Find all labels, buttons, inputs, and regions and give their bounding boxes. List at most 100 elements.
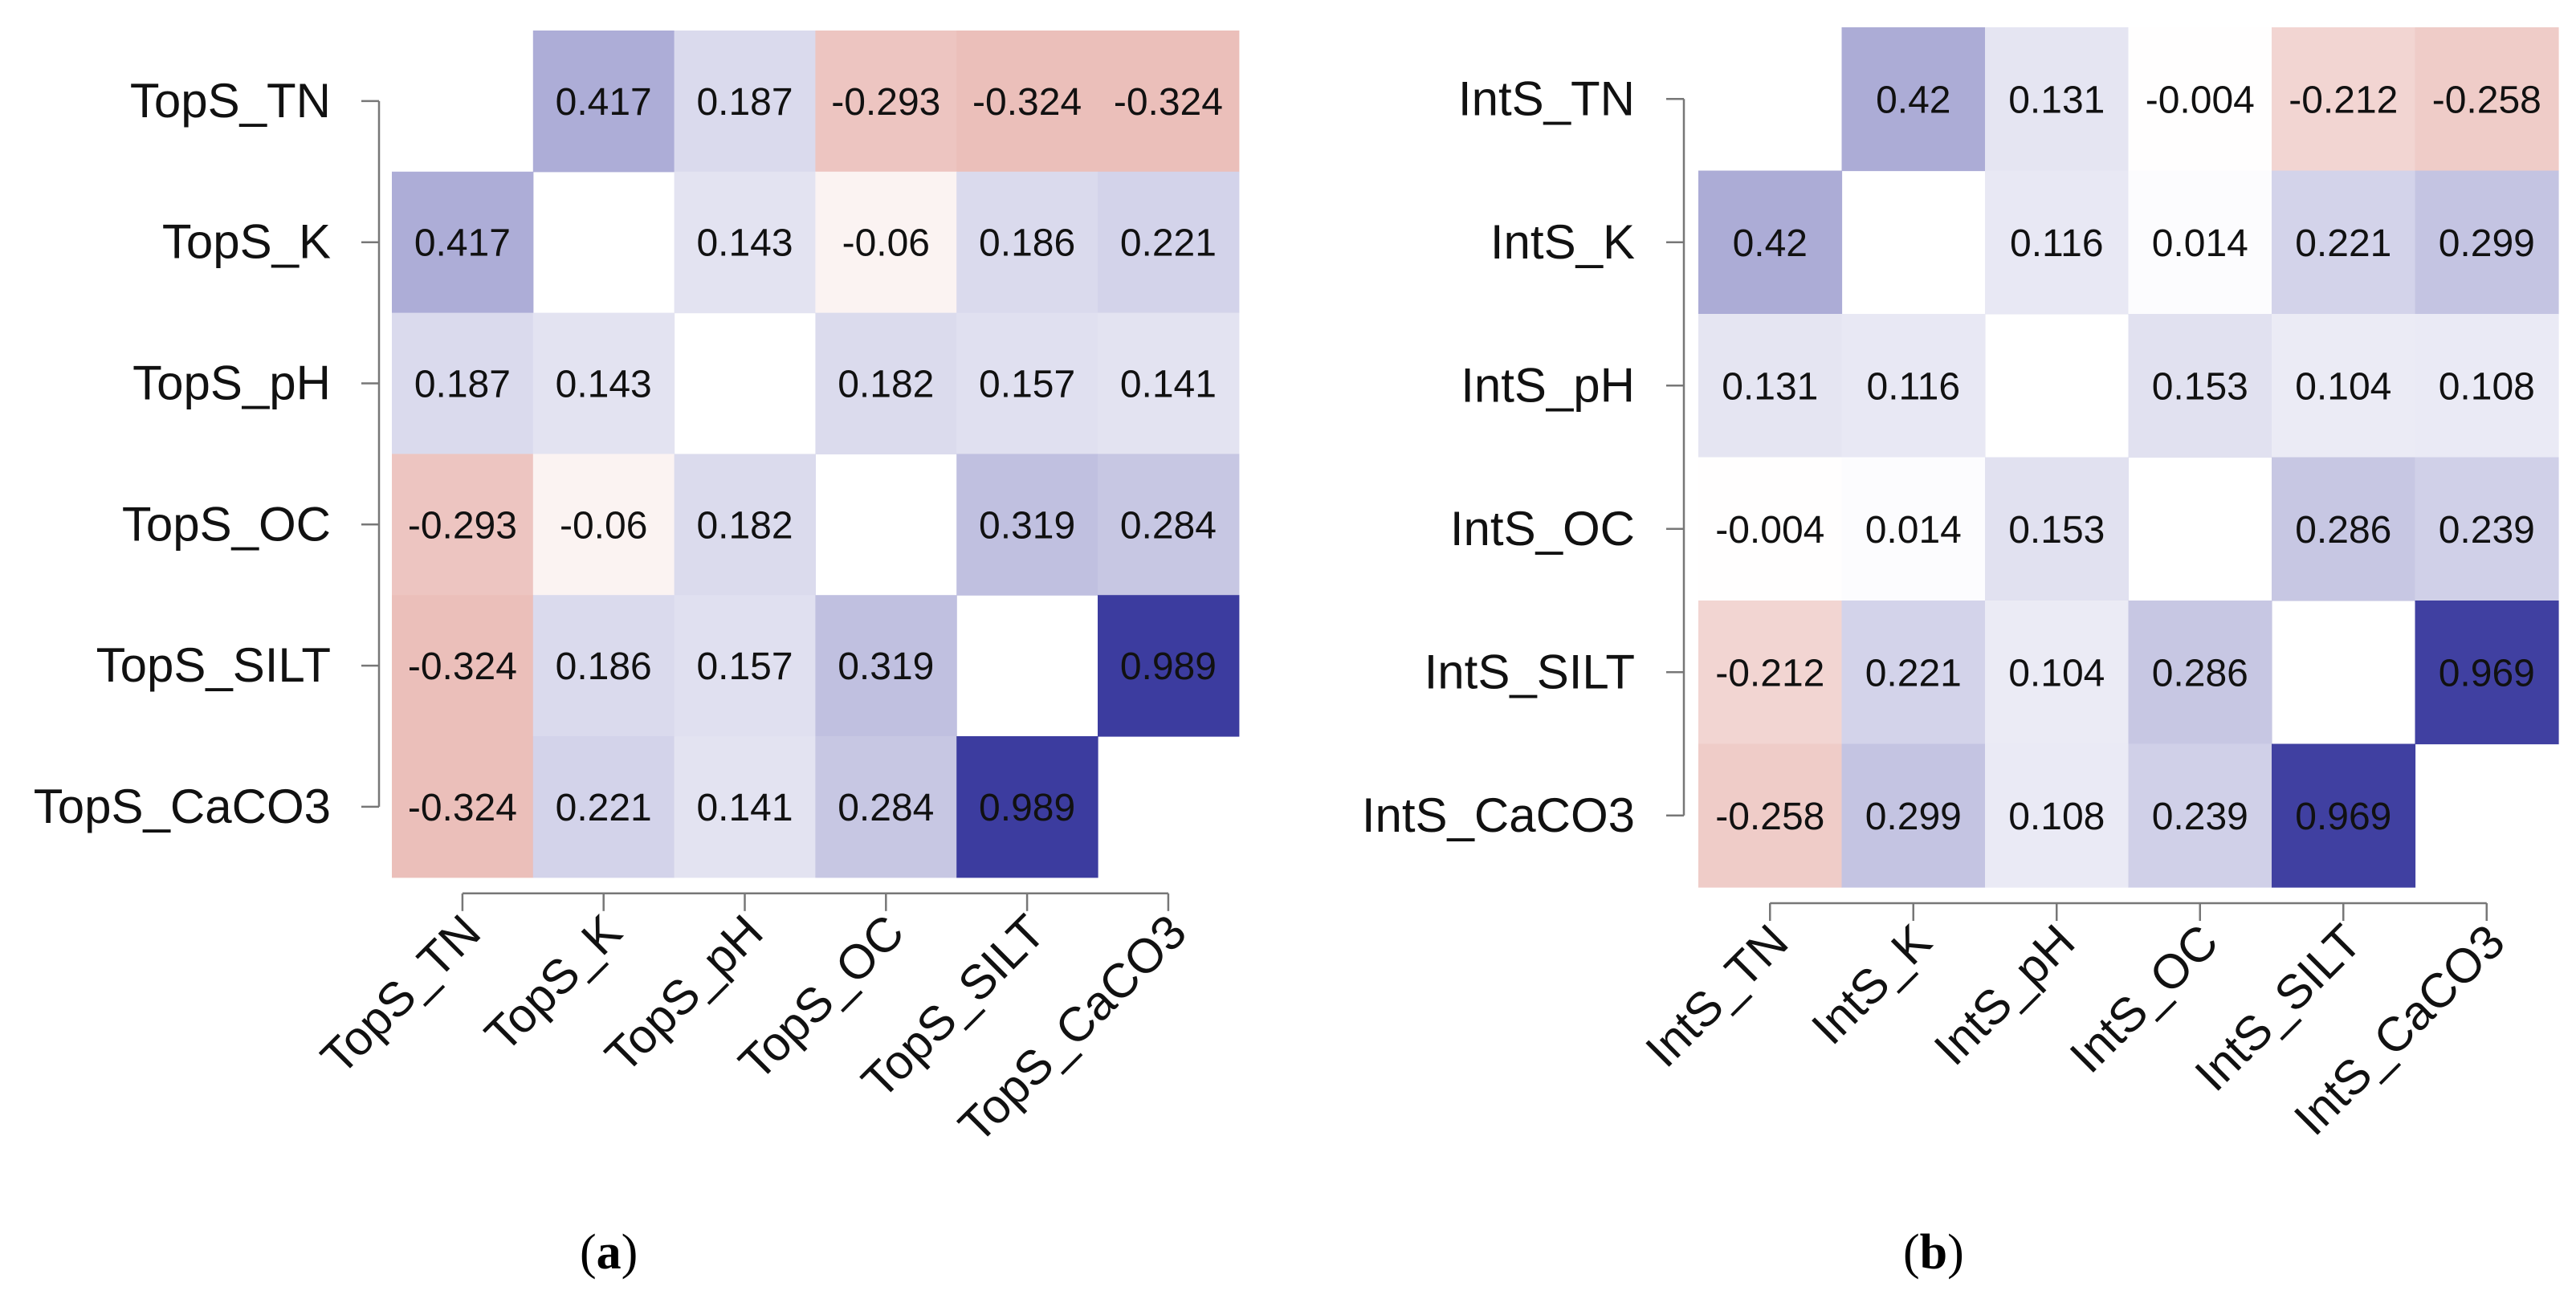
heatmap-cell bbox=[1841, 27, 1986, 172]
heatmap-cell-label: -0.258 bbox=[2432, 79, 2541, 121]
heatmap-cell-label: 0.319 bbox=[979, 504, 1075, 547]
heatmap-cell bbox=[392, 312, 534, 454]
x-tick-label: IntS_K bbox=[1801, 914, 1942, 1055]
heatmap-cell bbox=[2272, 27, 2416, 172]
panel-b-letter: b bbox=[1919, 1225, 1948, 1280]
heatmap-cell bbox=[1985, 601, 2130, 745]
y-tick-label: TopS_pH bbox=[132, 356, 331, 410]
heatmap-cell bbox=[1098, 312, 1240, 454]
heatmap-cell-label: 0.116 bbox=[2010, 222, 2104, 265]
heatmap-cell-label: 0.221 bbox=[556, 787, 652, 829]
heatmap-cell-label: -0.293 bbox=[831, 81, 940, 124]
heatmap-cell-label: 0.157 bbox=[696, 645, 793, 688]
panel-a-caption: (a) bbox=[580, 1225, 638, 1280]
heatmap-cell bbox=[1698, 170, 1843, 315]
heatmap-cell-label: 0.319 bbox=[838, 645, 934, 688]
heatmap-cell bbox=[956, 736, 1098, 878]
heatmap-cell-label: 0.286 bbox=[2152, 652, 2248, 694]
heatmap-cell-label: 0.284 bbox=[1120, 504, 1217, 547]
heatmap-cell bbox=[392, 454, 534, 596]
heatmap-cell-label: 0.182 bbox=[696, 504, 793, 547]
heatmap-cell-label: 0.153 bbox=[2152, 365, 2248, 408]
heatmap-cell-label: 0.116 bbox=[1867, 365, 1961, 408]
heatmap-cell bbox=[815, 312, 957, 454]
heatmap-cell bbox=[815, 595, 957, 737]
y-tick-label: TopS_CaCO3 bbox=[34, 780, 331, 833]
y-tick-label: IntS_SILT bbox=[1425, 645, 1635, 698]
heatmap-cell bbox=[815, 31, 957, 173]
heatmap-cell-label: 0.417 bbox=[414, 222, 511, 265]
heatmap-cell-label: 0.989 bbox=[1120, 645, 1217, 688]
heatmap-cell bbox=[956, 31, 1098, 173]
panel-a-letter: a bbox=[596, 1225, 622, 1280]
heatmap-cell-label: -0.258 bbox=[1715, 796, 1824, 838]
heatmap-cell-label: 0.239 bbox=[2152, 796, 2248, 838]
heatmap-cell bbox=[2128, 27, 2272, 172]
heatmap-cell-label: -0.004 bbox=[1715, 509, 1824, 552]
heatmap-cell-label: 0.153 bbox=[2008, 509, 2105, 552]
heatmap-cell-label: 0.108 bbox=[2008, 796, 2105, 838]
heatmap-cell bbox=[1841, 601, 1986, 745]
heatmap-cell bbox=[532, 312, 675, 454]
heatmap-cell bbox=[956, 454, 1098, 596]
heatmap-cell-label: 0.182 bbox=[838, 364, 934, 406]
heatmap-cell bbox=[956, 171, 1098, 314]
y-tick-label: IntS_CaCO3 bbox=[1362, 788, 1635, 842]
heatmap-cell bbox=[1698, 457, 1843, 601]
heatmap-cell-label: 0.221 bbox=[1865, 652, 1962, 694]
heatmap-cell-label: 0.014 bbox=[1865, 509, 1962, 552]
heatmap-cell-label: -0.324 bbox=[972, 81, 1082, 124]
heatmap-cell-label: 0.104 bbox=[2008, 652, 2105, 694]
heatmap-cell-label: 0.157 bbox=[979, 364, 1075, 406]
heatmap-cell bbox=[1098, 454, 1240, 596]
heatmap-cell-label: 0.284 bbox=[838, 787, 934, 829]
heatmap-cell-label: 0.989 bbox=[979, 787, 1075, 829]
heatmap-cell-label: 0.143 bbox=[556, 364, 652, 406]
heatmap-cell-label: 0.42 bbox=[1733, 222, 1808, 265]
heatmap-cell bbox=[392, 736, 534, 878]
heatmap-cell bbox=[1841, 314, 1986, 458]
heatmap-cell-label: -0.212 bbox=[2289, 79, 2398, 121]
heatmap-cell bbox=[1698, 601, 1843, 745]
heatmap-cell-label: 0.141 bbox=[1120, 364, 1217, 406]
heatmap-cell-label: 0.187 bbox=[414, 364, 511, 406]
heatmap-cell-label: 0.186 bbox=[979, 222, 1075, 265]
heatmap-cell bbox=[532, 595, 675, 737]
y-tick-label: IntS_K bbox=[1490, 215, 1635, 269]
heatmap-cell bbox=[815, 736, 957, 878]
heatmap-cell bbox=[1841, 743, 1986, 888]
heatmap-cell bbox=[392, 171, 534, 314]
heatmap-cell bbox=[2272, 170, 2416, 315]
y-tick-label: TopS_SILT bbox=[96, 638, 331, 692]
heatmap-cell-label: 0.286 bbox=[2295, 509, 2391, 552]
heatmap-cell bbox=[1098, 171, 1240, 314]
heatmap-cell-label: -0.324 bbox=[408, 787, 517, 829]
heatmap-cell bbox=[674, 31, 816, 173]
heatmap-cell bbox=[1985, 170, 2130, 315]
heatmap-cell-label: -0.324 bbox=[408, 645, 517, 688]
heatmap-cell bbox=[2415, 314, 2559, 458]
heatmap-cell bbox=[2272, 457, 2416, 601]
heatmap-cell-label: 0.141 bbox=[696, 787, 793, 829]
heatmap-cell-label: -0.324 bbox=[1114, 81, 1223, 124]
heatmap-cell bbox=[2415, 601, 2559, 745]
heatmap-cell bbox=[532, 31, 675, 173]
heatmap-cell bbox=[1098, 31, 1240, 173]
heatmap-cell-label: 0.221 bbox=[2295, 222, 2391, 265]
heatmap-cell-label: 0.131 bbox=[2008, 79, 2105, 121]
heatmap-cell-label: 0.299 bbox=[2439, 222, 2535, 265]
heatmap-panel-a: 0.417 0.187 -0.293 -0.324 -0.324 0.417 0.143 -0… bbox=[34, 31, 1240, 1153]
x-tick-label: TopS_TN bbox=[311, 905, 491, 1085]
heatmap-cell bbox=[1985, 743, 2130, 888]
heatmap-cell-label: 0.239 bbox=[2439, 509, 2535, 552]
heatmap-cell bbox=[2128, 314, 2272, 458]
heatmap-cell bbox=[532, 736, 675, 878]
y-tick-label: TopS_K bbox=[162, 215, 331, 269]
heatmap-cell-label: 0.108 bbox=[2439, 365, 2535, 408]
heatmap-cell bbox=[2128, 170, 2272, 315]
heatmap-cell bbox=[674, 454, 816, 596]
heatmap-cell bbox=[674, 171, 816, 314]
heatmap-cell bbox=[532, 454, 675, 596]
y-tick-label: IntS_pH bbox=[1461, 358, 1635, 412]
x-tick-label: IntS_pH bbox=[1924, 914, 2085, 1076]
